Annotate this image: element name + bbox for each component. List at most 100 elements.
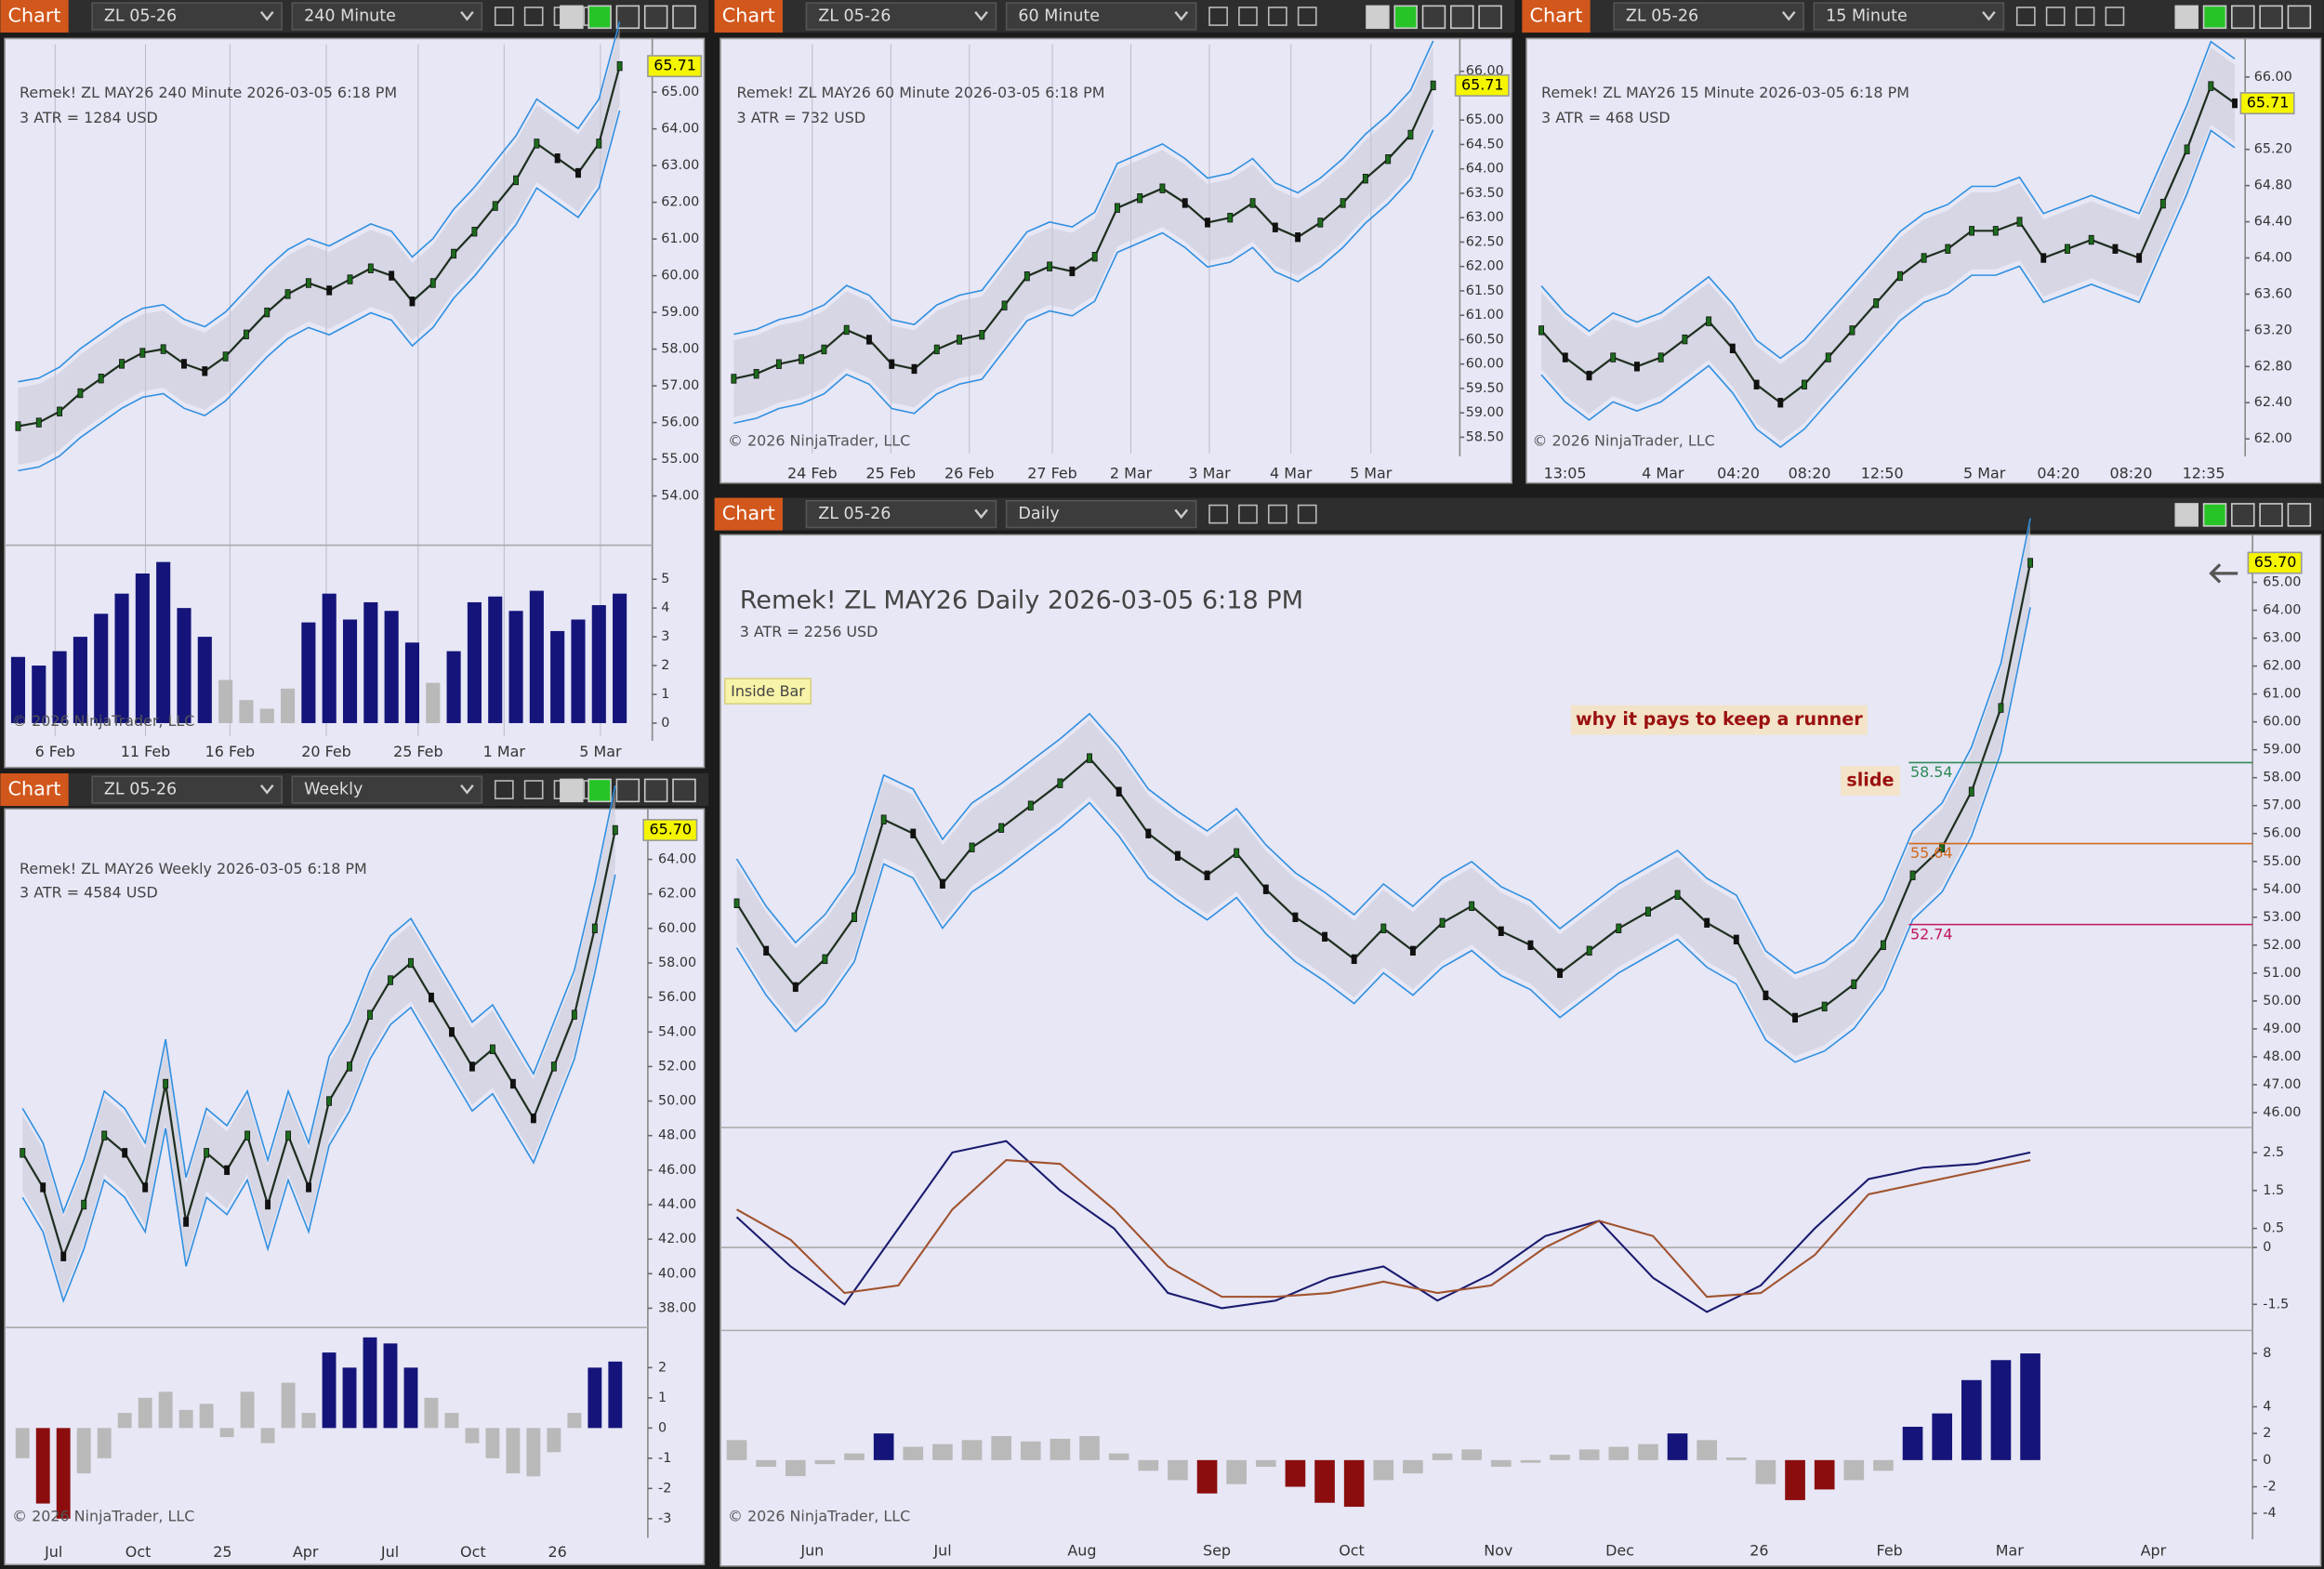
histogram-bar — [135, 574, 150, 723]
toolbar-icon[interactable] — [1238, 504, 1258, 524]
toolbar-icon[interactable] — [1238, 7, 1258, 26]
window-button[interactable] — [2202, 5, 2227, 30]
chart-tab[interactable] — [714, 497, 783, 531]
instrument-dropdown[interactable] — [805, 2, 997, 31]
candle — [2016, 217, 2023, 227]
window-button[interactable] — [560, 778, 584, 803]
window-button[interactable] — [588, 778, 612, 803]
price-tick-label: 51.00 — [2263, 966, 2301, 981]
lower-tick-label: -3 — [658, 1511, 671, 1526]
candle — [591, 923, 598, 934]
instrument-dropdown[interactable] — [91, 2, 283, 31]
candle — [15, 421, 21, 431]
dropdown-chevron — [1174, 11, 1189, 21]
window-button[interactable] — [2259, 5, 2283, 30]
candle — [264, 307, 271, 318]
toolbar-icon[interactable] — [494, 780, 514, 799]
window-button[interactable] — [615, 778, 640, 803]
candle — [1091, 252, 1098, 262]
price-tick-label: 62.00 — [658, 887, 696, 902]
window-button[interactable] — [2287, 5, 2312, 30]
toolbar-icon[interactable] — [494, 7, 514, 26]
window-button[interactable] — [2259, 503, 2283, 527]
window-button[interactable] — [2287, 503, 2312, 527]
candle — [763, 945, 770, 956]
window-button[interactable] — [2202, 503, 2227, 527]
interval-dropdown[interactable] — [1005, 499, 1197, 529]
lower-tick-label: 2 — [658, 1360, 667, 1375]
candle — [408, 957, 414, 969]
price-tick-label: 59.00 — [1466, 405, 1504, 420]
window-button[interactable] — [1478, 5, 1502, 30]
interval-dropdown[interactable] — [291, 2, 483, 31]
toolbar-icon[interactable] — [2015, 7, 2036, 26]
toolbar-icon[interactable] — [2075, 7, 2095, 26]
interval-dropdown[interactable] — [1005, 2, 1197, 31]
price-tick-label: 47.00 — [2263, 1077, 2301, 1092]
toolbar-icon[interactable] — [1267, 504, 1287, 524]
window-button[interactable] — [1450, 5, 1474, 30]
candle — [733, 898, 740, 908]
interval-dropdown[interactable] — [1813, 2, 2005, 31]
histogram-bar — [138, 1397, 152, 1429]
toolbar-icon[interactable] — [1267, 7, 1287, 26]
candle — [1351, 954, 1357, 965]
window-button[interactable] — [1366, 5, 1390, 30]
chart-tab[interactable] — [0, 0, 69, 33]
histogram-bar — [1108, 1453, 1129, 1460]
candle — [2184, 144, 2190, 154]
window-button[interactable] — [643, 5, 668, 30]
price-tick-label: 46.00 — [658, 1163, 696, 1178]
candle — [933, 344, 940, 355]
toolbar-icon[interactable] — [1208, 504, 1228, 524]
chart-tab[interactable] — [714, 0, 783, 33]
histogram-bar — [404, 642, 420, 723]
price-tick-label: 64.00 — [2254, 251, 2292, 266]
candle — [1896, 270, 1903, 282]
toolbar-icon[interactable] — [1297, 7, 1317, 26]
interval-dropdown[interactable] — [291, 775, 483, 804]
window-button[interactable] — [2174, 503, 2199, 527]
back-arrow[interactable] — [2209, 563, 2238, 584]
instrument-dropdown[interactable] — [1613, 2, 1804, 31]
instrument-dropdown[interactable] — [91, 775, 283, 804]
window-button[interactable] — [1393, 5, 1418, 30]
window-button[interactable] — [672, 5, 696, 30]
x-label: 04:20 — [1717, 465, 1760, 482]
chart-tab[interactable] — [1522, 0, 1591, 33]
atr-label: 3 ATR = 1284 USD — [20, 109, 158, 126]
candle — [1001, 300, 1008, 310]
price-tick-label: 64.80 — [2254, 178, 2292, 193]
x-label: Aug — [1067, 1541, 1096, 1559]
window-button[interactable] — [2231, 5, 2255, 30]
window-button[interactable] — [672, 778, 696, 803]
candle — [244, 1130, 251, 1140]
candle — [101, 1130, 108, 1140]
window-button[interactable] — [1421, 5, 1446, 30]
lower-tick-label: 1 — [661, 687, 669, 702]
instrument-dropdown[interactable] — [805, 499, 997, 529]
toolbar-icon[interactable] — [523, 7, 544, 26]
price-tick-label: 55.00 — [661, 452, 699, 467]
toolbar-icon[interactable] — [2045, 7, 2066, 26]
toolbar-icon[interactable] — [1208, 7, 1228, 26]
price-tick-label: 52.00 — [2263, 938, 2301, 953]
x-label: Feb — [1877, 1541, 1903, 1559]
window-button[interactable] — [615, 5, 640, 30]
window-button[interactable] — [560, 5, 584, 30]
toolbar-icon[interactable] — [1297, 504, 1317, 524]
candle — [367, 263, 374, 273]
price-tick-label: 65.00 — [661, 85, 699, 99]
window-button[interactable] — [588, 5, 612, 30]
toolbar-icon[interactable] — [523, 780, 544, 799]
candle — [616, 60, 623, 72]
candle — [139, 348, 146, 358]
toolbar-icon[interactable] — [2105, 7, 2125, 26]
chart-tab[interactable] — [0, 773, 69, 807]
window-button[interactable] — [2174, 5, 2199, 30]
histogram-bar — [1138, 1459, 1159, 1471]
window-button[interactable] — [2231, 503, 2255, 527]
window-button[interactable] — [643, 778, 668, 803]
oscillator-line — [736, 1159, 2031, 1299]
